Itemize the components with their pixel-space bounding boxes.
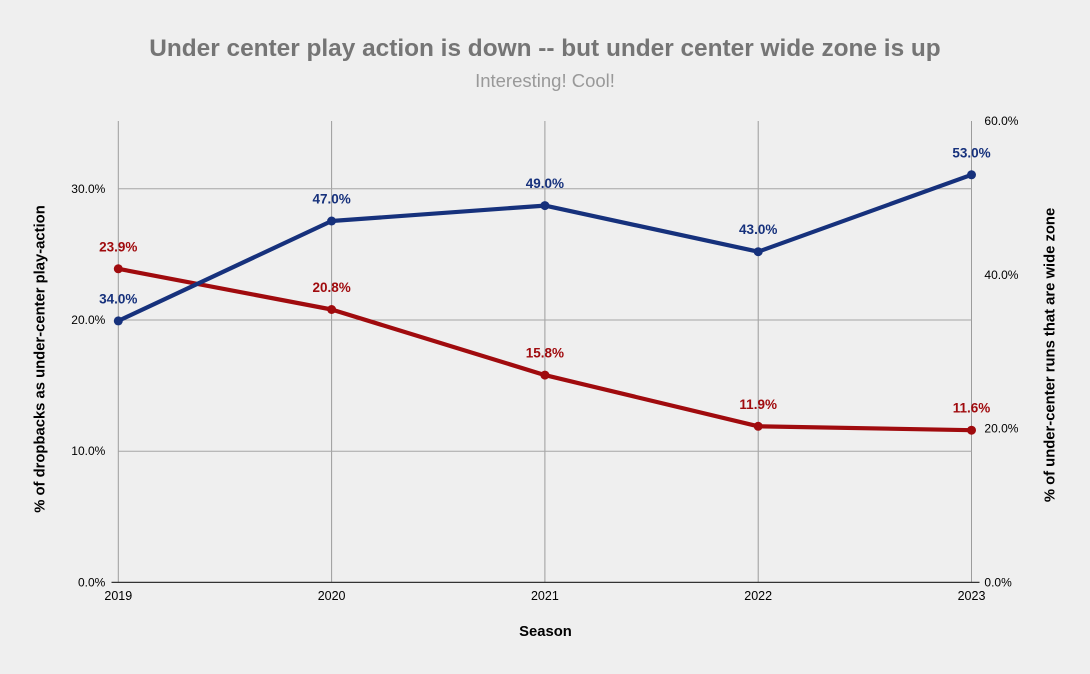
svg-text:11.9%: 11.9%: [739, 397, 777, 412]
svg-text:40.0%: 40.0%: [984, 268, 1018, 282]
svg-text:11.6%: 11.6%: [953, 401, 991, 416]
svg-text:30.0%: 30.0%: [71, 182, 105, 196]
svg-text:2023: 2023: [958, 589, 986, 603]
svg-text:23.9%: 23.9%: [99, 239, 137, 254]
svg-text:2021: 2021: [531, 589, 559, 603]
svg-text:0.0%: 0.0%: [984, 575, 1012, 589]
svg-text:10.0%: 10.0%: [71, 444, 105, 458]
svg-text:Under center play action is do: Under center play action is down -- but …: [149, 35, 940, 62]
svg-text:43.0%: 43.0%: [739, 222, 777, 237]
svg-text:2020: 2020: [318, 589, 346, 603]
svg-text:49.0%: 49.0%: [526, 176, 564, 191]
svg-text:0.0%: 0.0%: [78, 575, 106, 589]
svg-text:20.0%: 20.0%: [71, 313, 105, 327]
svg-text:60.0%: 60.0%: [984, 114, 1018, 128]
svg-text:20.0%: 20.0%: [984, 422, 1018, 436]
svg-text:15.8%: 15.8%: [526, 346, 564, 361]
svg-text:34.0%: 34.0%: [99, 291, 137, 306]
svg-text:2022: 2022: [744, 589, 772, 603]
svg-text:47.0%: 47.0%: [312, 192, 350, 207]
svg-text:Interesting! Cool!: Interesting! Cool!: [475, 70, 615, 91]
svg-text:Season: Season: [519, 624, 572, 640]
svg-text:2019: 2019: [104, 589, 132, 603]
svg-text:% of dropbacks as under-center: % of dropbacks as under-center play-acti…: [33, 205, 49, 513]
svg-text:% of under-center runs that ar: % of under-center runs that are wide zon…: [1043, 208, 1059, 502]
svg-text:20.8%: 20.8%: [312, 280, 350, 295]
svg-text:53.0%: 53.0%: [952, 145, 990, 160]
